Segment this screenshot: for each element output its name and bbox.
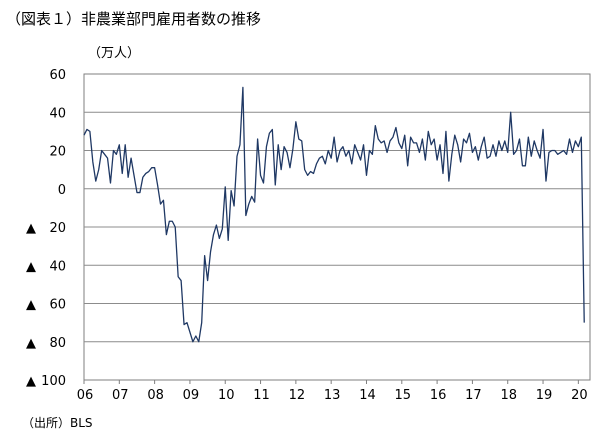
y-axis-unit-label: （万人） xyxy=(88,46,141,61)
chart-title: （図表１）非農業部門雇用者数の推移 xyxy=(6,10,262,28)
source-note: （出所）BLS xyxy=(22,416,93,430)
x-tick-label: 08 xyxy=(147,388,164,403)
series-layer xyxy=(83,86,585,343)
y-tick-label: 80 xyxy=(49,336,66,351)
x-tick-label: 07 xyxy=(112,388,129,403)
x-tick-label: 10 xyxy=(218,388,235,403)
x-tick-label: 11 xyxy=(253,388,270,403)
y-tick-label: 100 xyxy=(41,374,66,389)
x-tick-label: 12 xyxy=(289,388,306,403)
x-tick-label: 18 xyxy=(500,388,517,403)
negative-marker: ▲ xyxy=(26,374,36,389)
x-tick-label: 19 xyxy=(536,388,553,403)
x-tick-label: 15 xyxy=(395,388,412,403)
negative-marker: ▲ xyxy=(26,298,36,313)
negative-marker: ▲ xyxy=(26,221,36,236)
negative-marker: ▲ xyxy=(26,259,36,274)
x-tick-label: 20 xyxy=(571,388,588,403)
series-line xyxy=(83,86,585,343)
x-tick-label: 06 xyxy=(77,388,94,403)
x-tick-label: 16 xyxy=(430,388,447,403)
y-axis: 60 40 20 0 20 ▲ 40 ▲ 60 ▲ 80 ▲ 100 ▲ xyxy=(26,68,66,389)
y-tick-label: 40 xyxy=(49,259,66,274)
x-tick-label: 14 xyxy=(359,388,376,403)
x-tick-label: 09 xyxy=(183,388,200,403)
x-tick-label: 13 xyxy=(324,388,341,403)
x-axis: 06 07 08 09 10 11 12 13 14 15 16 17 18 19 20 xyxy=(77,380,588,403)
y-tick-label: 0 xyxy=(58,183,66,198)
y-tick-label: 40 xyxy=(49,106,66,121)
y-tick-label: 20 xyxy=(49,145,66,160)
y-tick-label: 60 xyxy=(49,68,66,83)
x-tick-label: 17 xyxy=(465,388,482,403)
negative-marker: ▲ xyxy=(26,336,36,351)
y-tick-label: 20 xyxy=(49,221,66,236)
y-tick-label: 60 xyxy=(49,298,66,313)
